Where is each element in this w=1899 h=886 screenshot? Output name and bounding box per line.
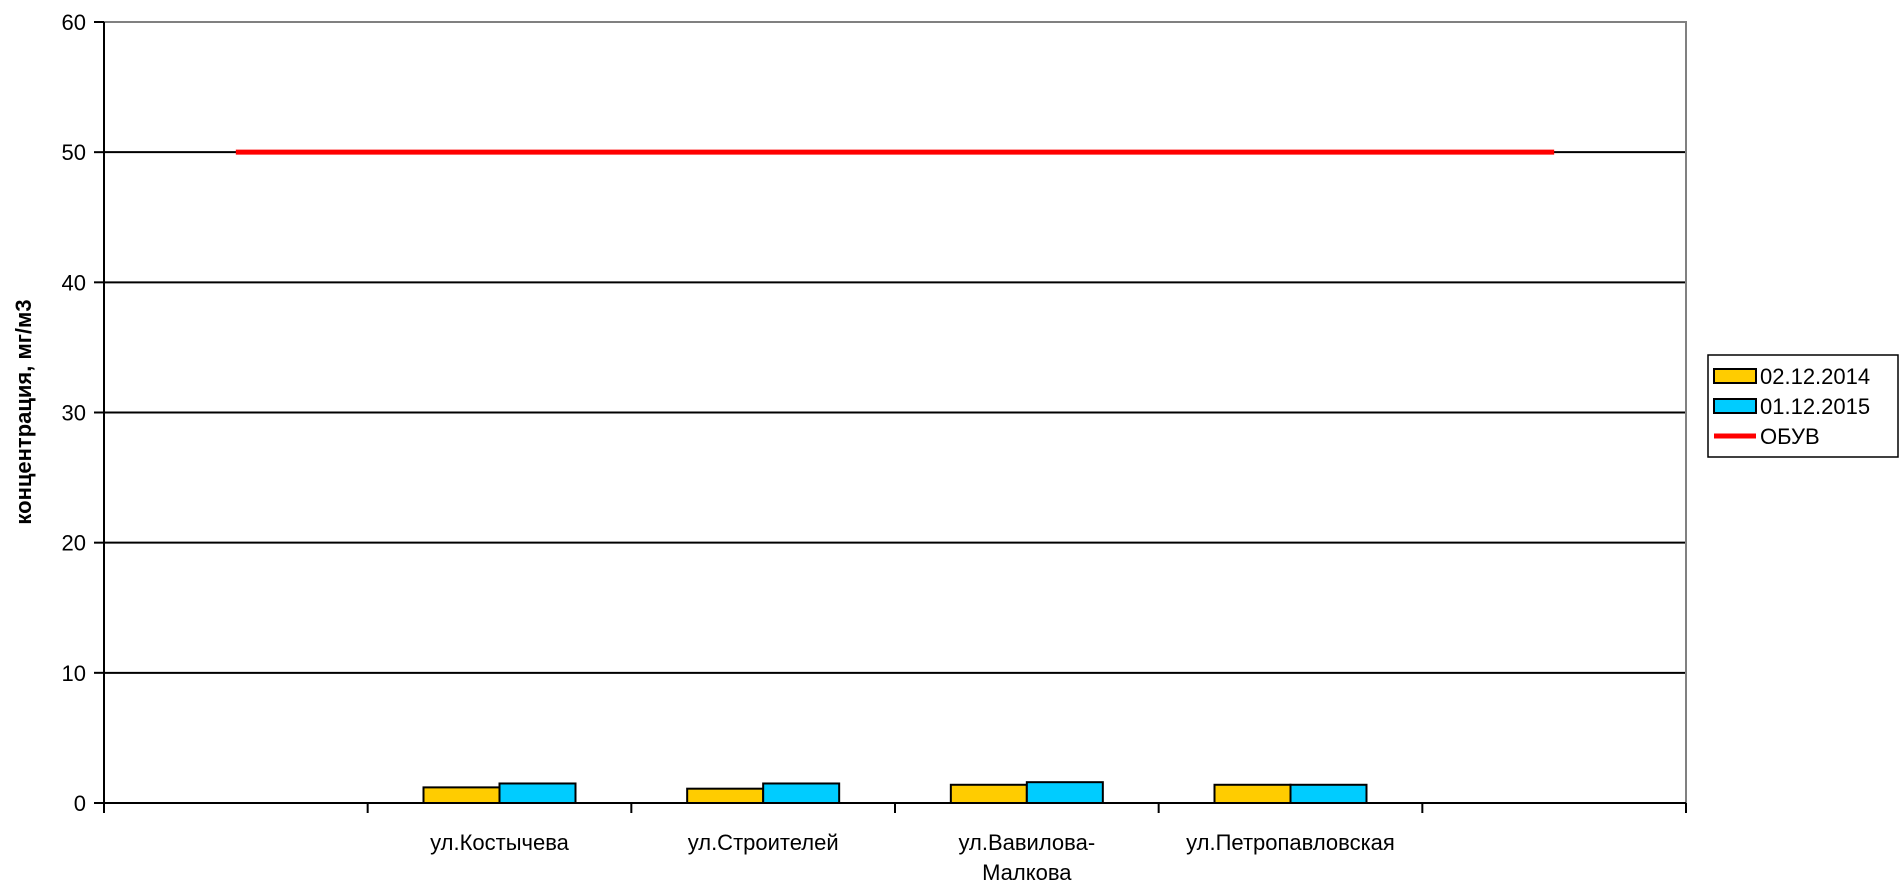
y-axis-title: концентрация, мг/м3 [11,299,36,524]
bar-01.12.2015-ул.Строителей [762,782,841,804]
gridlines [104,21,1686,674]
x-tick-label: ул.Вавилова- Малкова [958,830,1095,885]
bar-02.12.2014-ул.Костычева [422,786,501,805]
y-tick-label: 20 [62,531,86,556]
y-tick-label: 0 [74,791,86,816]
x-tick-label-line: Малкова [982,860,1072,885]
x-tick-label-line: ул.Вавилова- [958,830,1095,855]
bar-01.12.2015-ул.Вавилова-Малкова [1025,781,1104,805]
axes [94,21,1687,813]
x-tick-label-line: ул.Костычева [430,830,570,855]
y-tick-label: 10 [62,661,86,686]
x-tick-label: ул.Костычева [430,830,570,855]
legend: 02.12.2014 01.12.2015 ОБУВ [1707,354,1899,458]
y-tick-label: 30 [62,401,86,426]
x-tick-labels: ул.Костычева ул.Строителей ул.Вавилова- Мал… [430,830,1395,885]
bar-01.12.2015-ул.Петропавловская [1289,783,1368,805]
bar-02.12.2014-ул.Петропавловская [1213,783,1292,805]
x-tick-label-line: ул.Петропавловская [1186,830,1395,855]
bar-02.12.2014-ул.Строителей [686,787,765,804]
y-tick-label: 60 [62,10,86,35]
y-tick-labels: 0 10 20 30 40 50 60 [62,10,86,816]
legend-label: 01.12.2015 [1760,394,1870,419]
legend-label: 02.12.2014 [1760,364,1870,389]
y-tick-label: 40 [62,270,86,295]
legend-swatch [1713,398,1757,414]
legend-label: ОБУВ [1760,424,1820,449]
bar-02.12.2014-ул.Вавилова-Малкова [949,783,1028,805]
y-tick-label: 50 [62,140,86,165]
x-tick-label: ул.Строителей [688,830,839,855]
bar-01.12.2015-ул.Костычева [498,782,577,804]
x-tick-label: ул.Петропавловская [1186,830,1395,855]
legend-swatch [1713,368,1757,384]
x-tick-label-line: ул.Строителей [688,830,839,855]
bars [422,781,1368,805]
